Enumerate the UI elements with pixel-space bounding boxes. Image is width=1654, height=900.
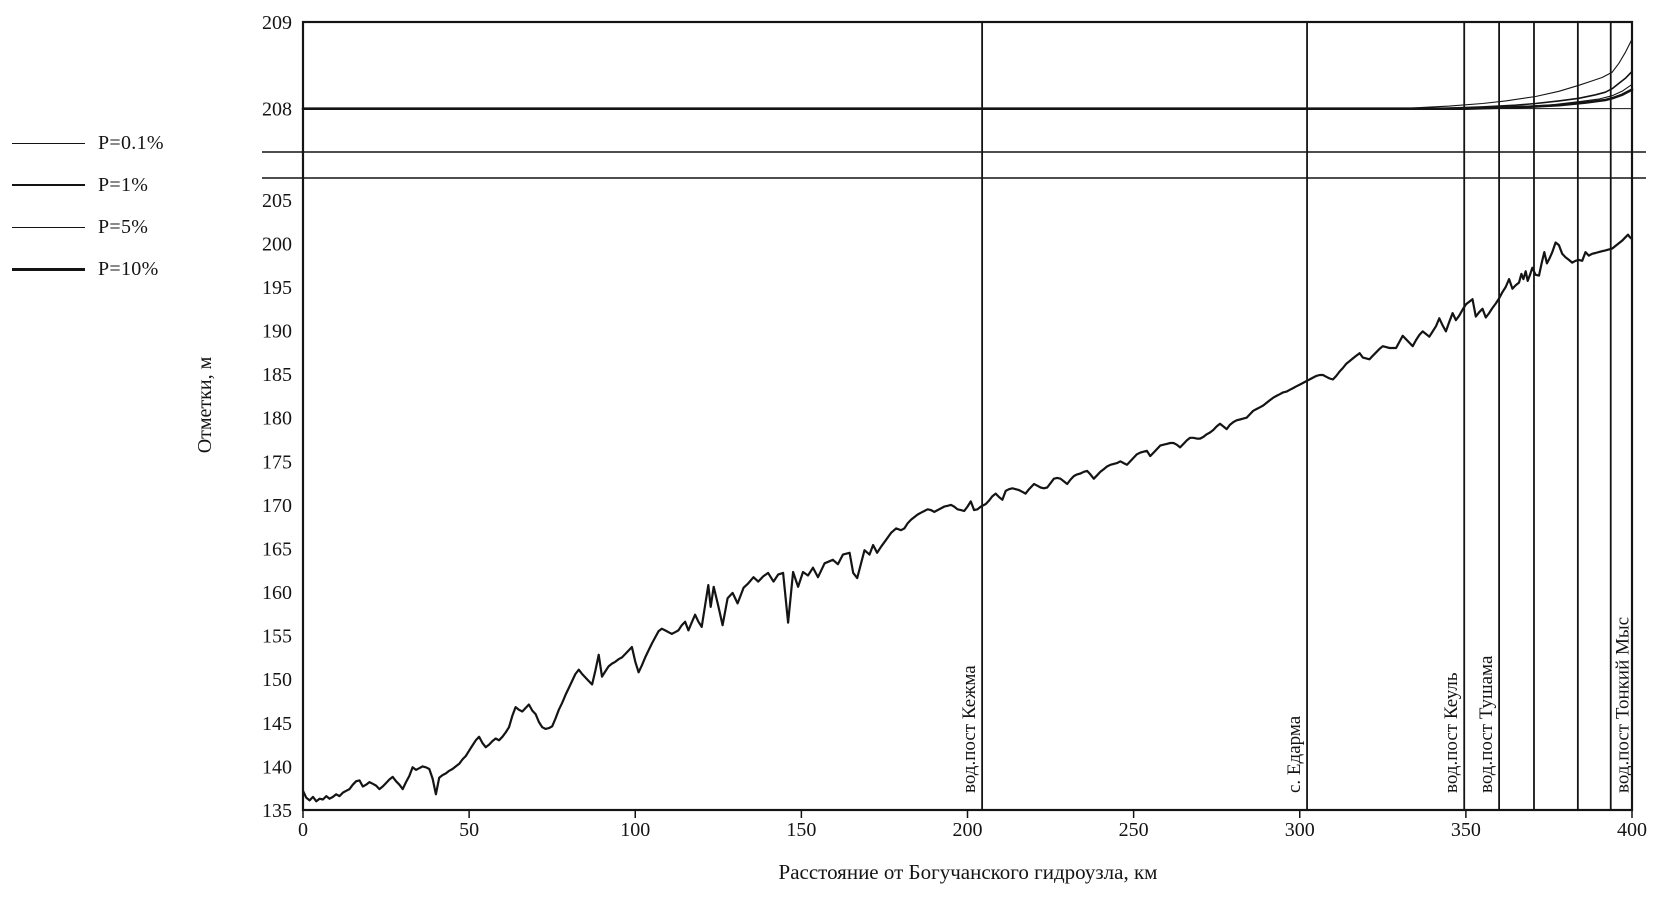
- y-tick-label: 209: [262, 12, 292, 34]
- y-tick-label: 180: [262, 408, 292, 430]
- y-tick-label: 145: [262, 713, 292, 735]
- legend-item-p10: P=10%: [12, 248, 262, 290]
- series-line-p01: [302, 38, 1633, 110]
- legend-line-sample-p1: [12, 184, 85, 186]
- x-tick-label: 0: [298, 819, 308, 841]
- y-tick-label: 165: [262, 538, 292, 560]
- series-line-p1: [302, 70, 1633, 110]
- station-label-tushama: вод.пост Тушама: [1476, 655, 1497, 793]
- legend: P=0.1% P=1% P=5% P=10%: [12, 122, 262, 290]
- station-label-kezhma: вод.пост Кежма: [959, 665, 980, 793]
- station-label-edarma: с. Едарма: [1284, 715, 1305, 793]
- x-tick-label: 150: [786, 819, 816, 841]
- y-tick-label: 150: [262, 669, 292, 691]
- legend-item-p5: P=5%: [12, 206, 262, 248]
- legend-label-p01: P=0.1%: [98, 131, 164, 154]
- y-tick-label: 160: [262, 582, 292, 604]
- y-axis-title: Отметки, м: [194, 356, 216, 454]
- y-tick-label: 170: [262, 495, 292, 517]
- x-tick-label: 400: [1617, 819, 1647, 841]
- y-tick-label: 195: [262, 277, 292, 299]
- x-tick-label: 200: [953, 819, 983, 841]
- y-tick-label: 135: [262, 800, 292, 822]
- station-label-keul: вод.пост Кеуль: [1441, 672, 1462, 793]
- x-tick-label: 100: [620, 819, 650, 841]
- legend-label-p10: P=10%: [98, 257, 159, 280]
- legend-item-p01: P=0.1%: [12, 122, 262, 164]
- y-tick-label: 205: [262, 190, 292, 212]
- series-line-p5: [302, 83, 1633, 110]
- y-tick-label: 190: [262, 321, 292, 343]
- y-tick-label: 155: [262, 626, 292, 648]
- x-tick-label: 50: [459, 819, 479, 841]
- station-label-tonkiy-mys: вод.пост Тонкий Мыс: [1613, 617, 1634, 793]
- legend-label-p5: P=5%: [98, 215, 149, 238]
- y-tick-label: 200: [262, 233, 292, 255]
- y-tick-label: 185: [262, 364, 292, 386]
- y-tick-label: 175: [262, 451, 292, 473]
- y-tick-label: 208: [262, 99, 292, 121]
- series-line-river-profile: [301, 233, 1634, 803]
- legend-label-p1: P=1%: [98, 173, 149, 196]
- x-axis-title: Расстояние от Богучанского гидроузла, км: [778, 860, 1158, 884]
- legend-item-p1: P=1%: [12, 164, 262, 206]
- x-tick-label: 250: [1119, 819, 1149, 841]
- y-tick-label: 140: [262, 756, 292, 778]
- legend-line-sample-p01: [12, 142, 85, 144]
- legend-line-sample-p10: [12, 267, 85, 271]
- x-tick-label: 350: [1451, 819, 1481, 841]
- legend-line-sample-p5: [12, 226, 85, 228]
- x-tick-label: 300: [1285, 819, 1315, 841]
- series-line-p10: [301, 88, 1634, 110]
